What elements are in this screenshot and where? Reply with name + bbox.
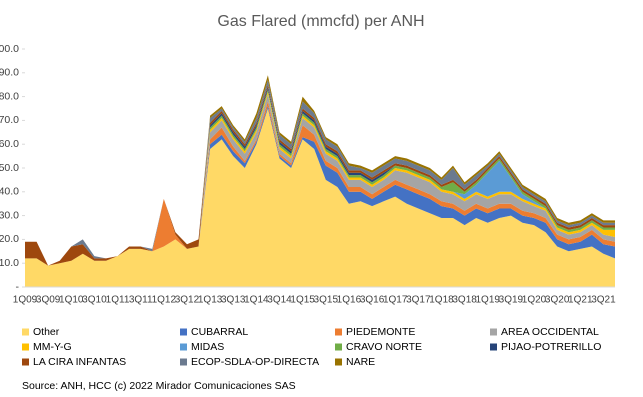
legend-label: CUBARRAL — [191, 326, 248, 338]
legend-swatch — [490, 328, 497, 336]
y-tick-label: 90.0 — [0, 67, 19, 79]
x-tick-label: 1Q15 — [290, 295, 315, 306]
x-tick-label: 1Q10 — [59, 295, 84, 306]
y-tick-label: 10.0 — [0, 257, 19, 269]
x-tick-label: 1Q12 — [152, 295, 177, 306]
x-tick-label: 1Q20 — [522, 295, 547, 306]
x-tick-label: 1Q18 — [429, 295, 454, 306]
y-tick-label: 50.0 — [0, 162, 19, 174]
x-tick-label: 3Q16 — [360, 295, 385, 306]
y-tick-label: 70.0 — [0, 114, 19, 126]
y-tick-label: 80.0 — [0, 90, 19, 102]
x-tick-label: 3Q18 — [452, 295, 477, 306]
legend-label: LA CIRA INFANTAS — [33, 356, 126, 368]
legend-swatch — [180, 343, 187, 351]
legend-label: NARE — [346, 356, 375, 368]
legend-label: PIEDEMONTE — [346, 326, 415, 338]
legend-swatch — [180, 328, 187, 336]
legend-swatch — [335, 328, 342, 336]
y-tick-label: 30.0 — [0, 209, 19, 221]
x-tick-label: 1Q16 — [337, 295, 362, 306]
area — [25, 108, 615, 287]
x-tick-label: 1Q19 — [476, 295, 501, 306]
legend-label: CRAVO NORTE — [346, 341, 422, 353]
area — [25, 91, 615, 266]
legend-label: MIDAS — [191, 341, 224, 353]
x-tick-label: 1Q21 — [568, 295, 593, 306]
x-tick-label: 3Q21 — [591, 295, 616, 306]
legend-swatch — [180, 358, 187, 366]
y-tick-label: 20.0 — [0, 233, 19, 245]
x-tick-label: 3Q09 — [36, 295, 61, 306]
legend-swatch — [335, 358, 342, 366]
y-tick-label: - — [16, 281, 20, 293]
x-tick-label: 1Q09 — [13, 295, 38, 306]
x-tick-label: 3Q13 — [221, 295, 246, 306]
legend-swatch — [22, 358, 29, 366]
legend-label: Other — [33, 326, 60, 338]
source: Source: ANH, HCC (c) 2022 Mirador Comuni… — [22, 380, 296, 392]
legend-label: AREA OCCIDENTAL — [501, 326, 599, 338]
x-tick-label: 3Q20 — [545, 295, 570, 306]
x-tick-label: 3Q14 — [267, 295, 292, 306]
x-tick-label: 1Q13 — [198, 295, 223, 306]
chart-title: Gas Flared (mmcfd) per ANH — [217, 13, 424, 30]
y-tick-label: 100.0 — [0, 43, 19, 55]
legend-label: MM-Y-G — [33, 341, 72, 353]
legend-label: PIJAO-POTRERILLO — [501, 341, 601, 353]
x-tick-label: 3Q19 — [499, 295, 524, 306]
x-tick-label: 1Q11 — [106, 295, 130, 306]
x-tick-label: 3Q17 — [406, 295, 431, 306]
area — [25, 84, 615, 266]
y-tick-label: 40.0 — [0, 186, 19, 198]
x-tick-label: 1Q14 — [244, 295, 269, 306]
x-tick-label: 1Q17 — [383, 295, 408, 306]
x-tick-label: 3Q10 — [82, 295, 107, 306]
legend-label: ECOP-SDLA-OP-DIRECTA — [191, 356, 319, 368]
x-tick-label: 3Q12 — [175, 295, 200, 306]
legend-swatch — [22, 328, 29, 336]
y-tick-label: 60.0 — [0, 138, 19, 150]
legend-swatch — [490, 343, 497, 351]
legend-swatch — [335, 343, 342, 351]
x-tick-label: 3Q15 — [314, 295, 339, 306]
legend-swatch — [22, 343, 29, 351]
x-tick-label: 3Q11 — [129, 295, 153, 306]
